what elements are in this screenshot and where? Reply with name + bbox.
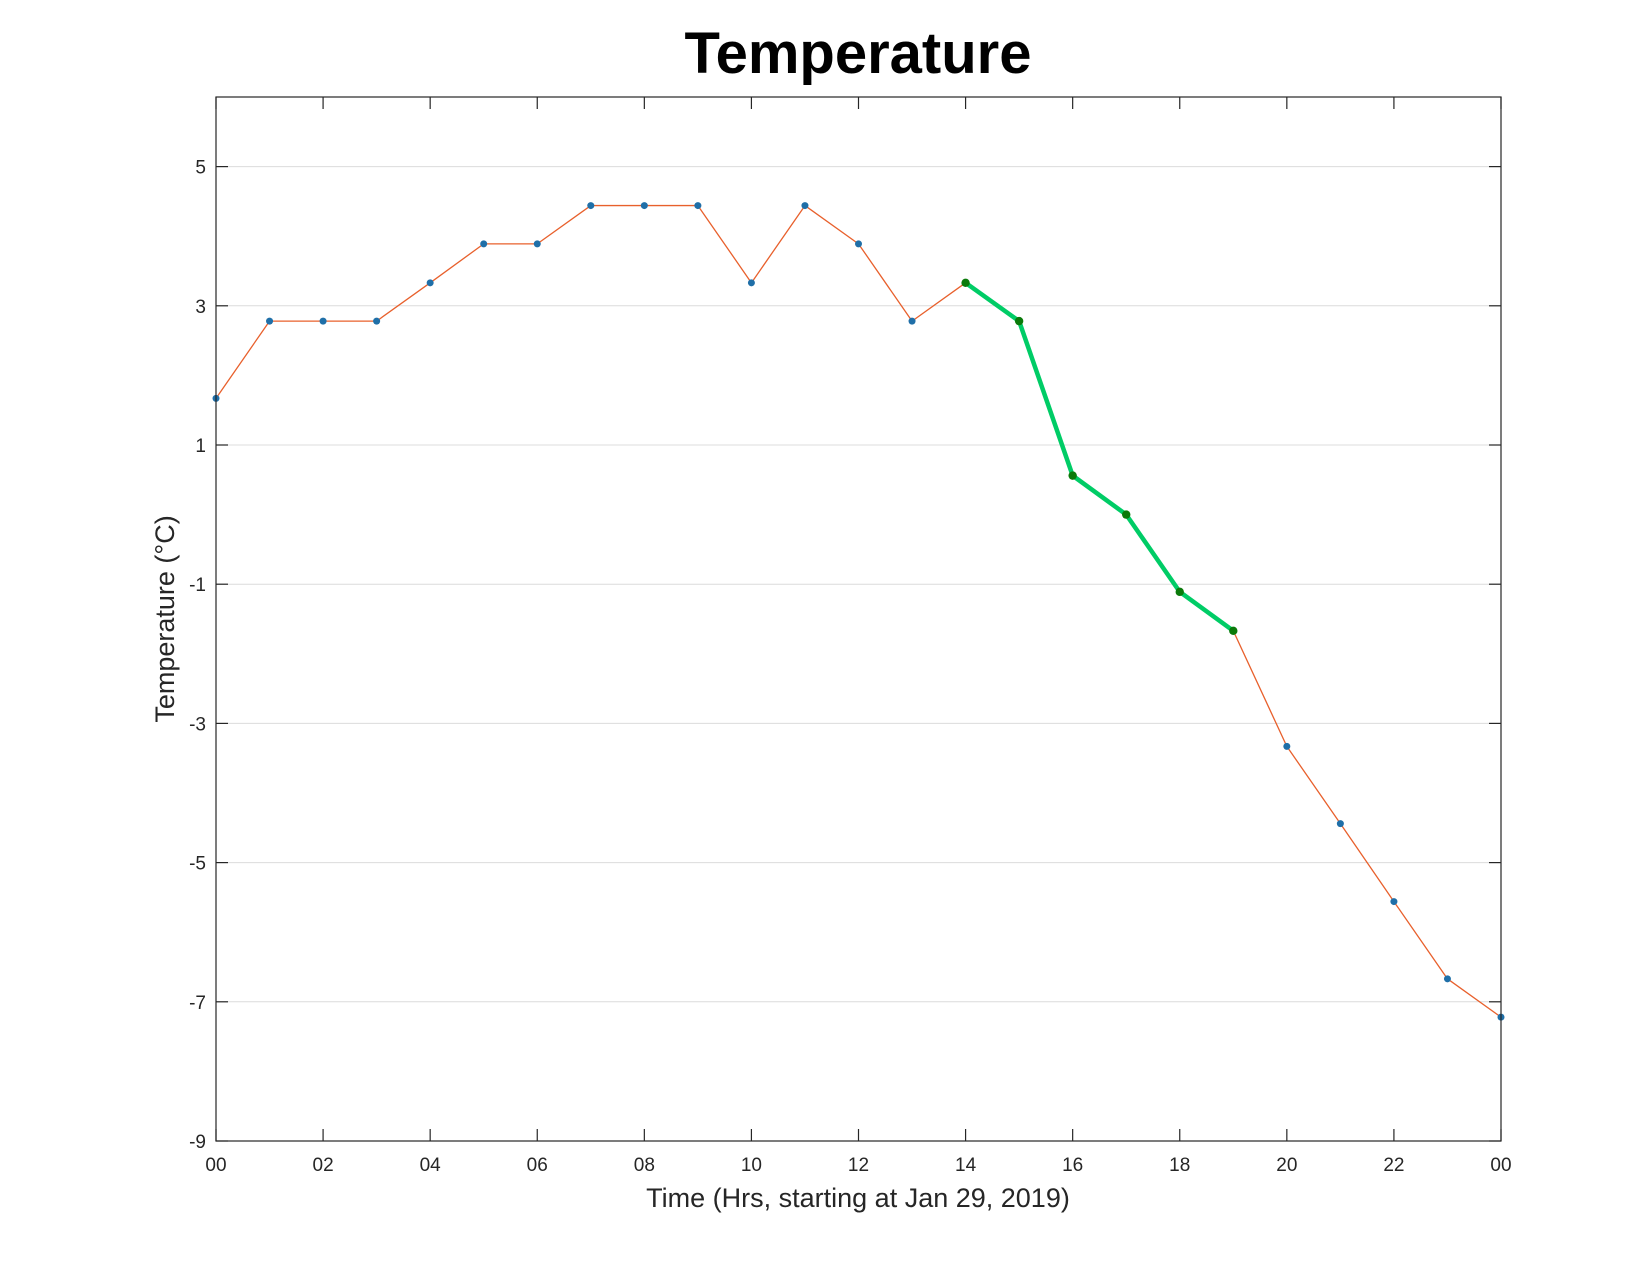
data-point: [480, 240, 488, 248]
highlight-line: [963, 280, 1236, 634]
x-tick-label: 10: [741, 1155, 762, 1176]
data-point: [319, 317, 327, 325]
data-point: [747, 279, 755, 287]
y-tick-label: -1: [189, 575, 206, 596]
data-point: [533, 240, 541, 248]
chart-title: Temperature: [684, 21, 1031, 86]
data-point: [694, 202, 702, 210]
plot-frame: [215, 96, 1502, 1142]
gridlines: [216, 166, 1501, 1003]
data-point: [640, 202, 648, 210]
x-tick-label: 06: [527, 1155, 548, 1176]
highlight-point: [1229, 626, 1238, 636]
x-tick-label: 00: [1490, 1155, 1511, 1176]
highlight-point: [1122, 510, 1131, 519]
x-tick-label: 14: [955, 1155, 977, 1176]
y-tick-label: 5: [195, 158, 206, 179]
x-tick-label: 00: [205, 1155, 226, 1176]
data-point: [373, 317, 381, 325]
y-axis-label: Temperature (°C): [150, 515, 180, 722]
y-tick-label: 1: [195, 436, 206, 457]
x-tick-label: 20: [1276, 1155, 1297, 1176]
x-tick-label: 04: [420, 1155, 442, 1176]
x-tick-label: 12: [848, 1155, 869, 1176]
y-tick-label: -9: [189, 1132, 206, 1153]
x-tick-label: 02: [313, 1155, 334, 1176]
series-layer: [212, 202, 1505, 1021]
y-tick-label: -7: [189, 993, 206, 1014]
y-tick-label: -3: [189, 714, 206, 735]
highlight-point: [1175, 587, 1184, 597]
data-point: [426, 279, 434, 287]
data-point: [1443, 975, 1451, 983]
highlight-point: [961, 278, 970, 288]
data-point: [587, 202, 595, 210]
x-tick-label: 16: [1062, 1155, 1083, 1176]
x-tick-label: 08: [634, 1155, 655, 1176]
y-tick-label: 3: [195, 297, 206, 318]
x-tick-label: 22: [1383, 1155, 1404, 1176]
highlight-point: [1068, 471, 1077, 480]
highlight-point: [1014, 316, 1024, 326]
data-point: [1283, 742, 1291, 750]
axis-ticks: 531-1-3-5-7-900 02 04 06 08 10 12 14 16 18 20 22 00: [189, 97, 1512, 1176]
data-point: [855, 240, 862, 248]
data-point: [1336, 820, 1344, 828]
data-point: [266, 317, 274, 325]
data-point: [1390, 898, 1398, 906]
temperature-line: [215, 204, 1502, 1018]
data-point: [908, 317, 916, 325]
x-tick-label: 18: [1169, 1155, 1190, 1176]
y-tick-label: -5: [189, 854, 206, 875]
data-point: [801, 202, 809, 210]
x-axis-label: Time (Hrs, starting at Jan 29, 2019): [646, 1183, 1070, 1213]
